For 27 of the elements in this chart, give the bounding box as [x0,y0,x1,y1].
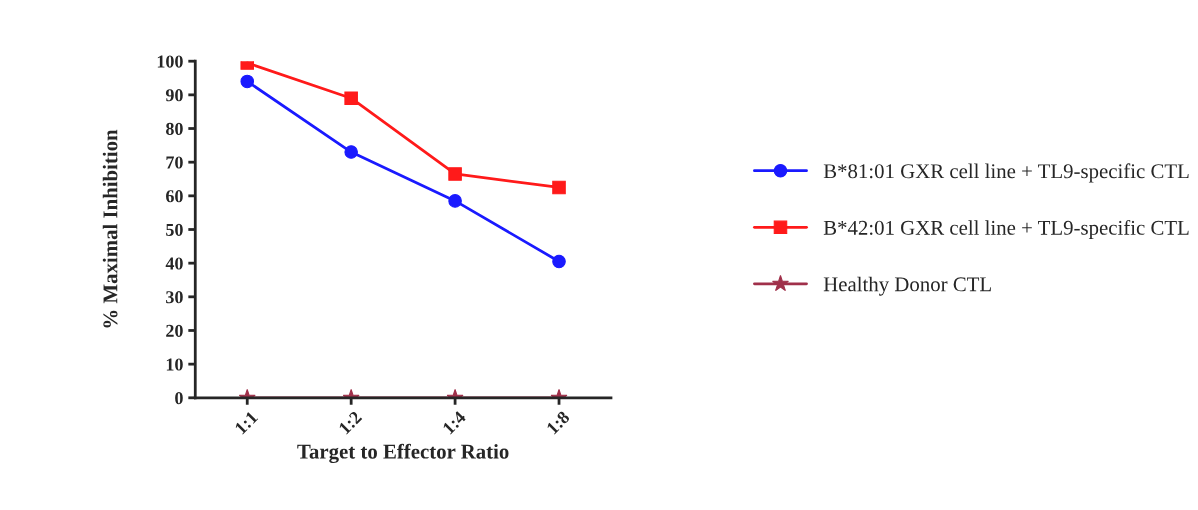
y-tick-label: 70 [166,156,183,169]
x-tick-label: 1:8 [546,410,571,435]
y-tick-label: 50 [166,223,183,236]
y-tick-label: 0 [175,392,183,405]
point [448,167,462,181]
y-tick-label: 60 [166,190,183,203]
y-tick-label: 100 [157,55,183,68]
y-tick-label: 10 [166,358,183,371]
legend-label: Healthy Donor CTL [823,276,991,296]
y-tick-label: 80 [166,122,183,135]
point [344,145,358,159]
point [448,194,462,208]
y-tick-label: 30 [166,291,183,304]
point [240,74,255,89]
legend-label: B*42:01 GXR cell line + TL9-specific CTL [823,219,1189,240]
x-axis-title: Target to Effector Ratio [297,443,509,464]
point [344,91,358,105]
point [552,254,566,269]
x-tick-label: 1:2 [338,410,363,435]
y-tick-label: 90 [165,89,183,102]
y-axis-title: % Maximal Inhibition [102,129,118,328]
x-tick-label: 1:1 [234,410,259,435]
point [552,180,566,195]
x-tick-label: 1:4 [442,410,467,435]
y-tick-label: 20 [166,324,183,337]
legend-label: B*81:01 GXR cell line + TL9-specific CTL [823,163,1189,183]
y-tick-label: 40 [165,257,183,270]
